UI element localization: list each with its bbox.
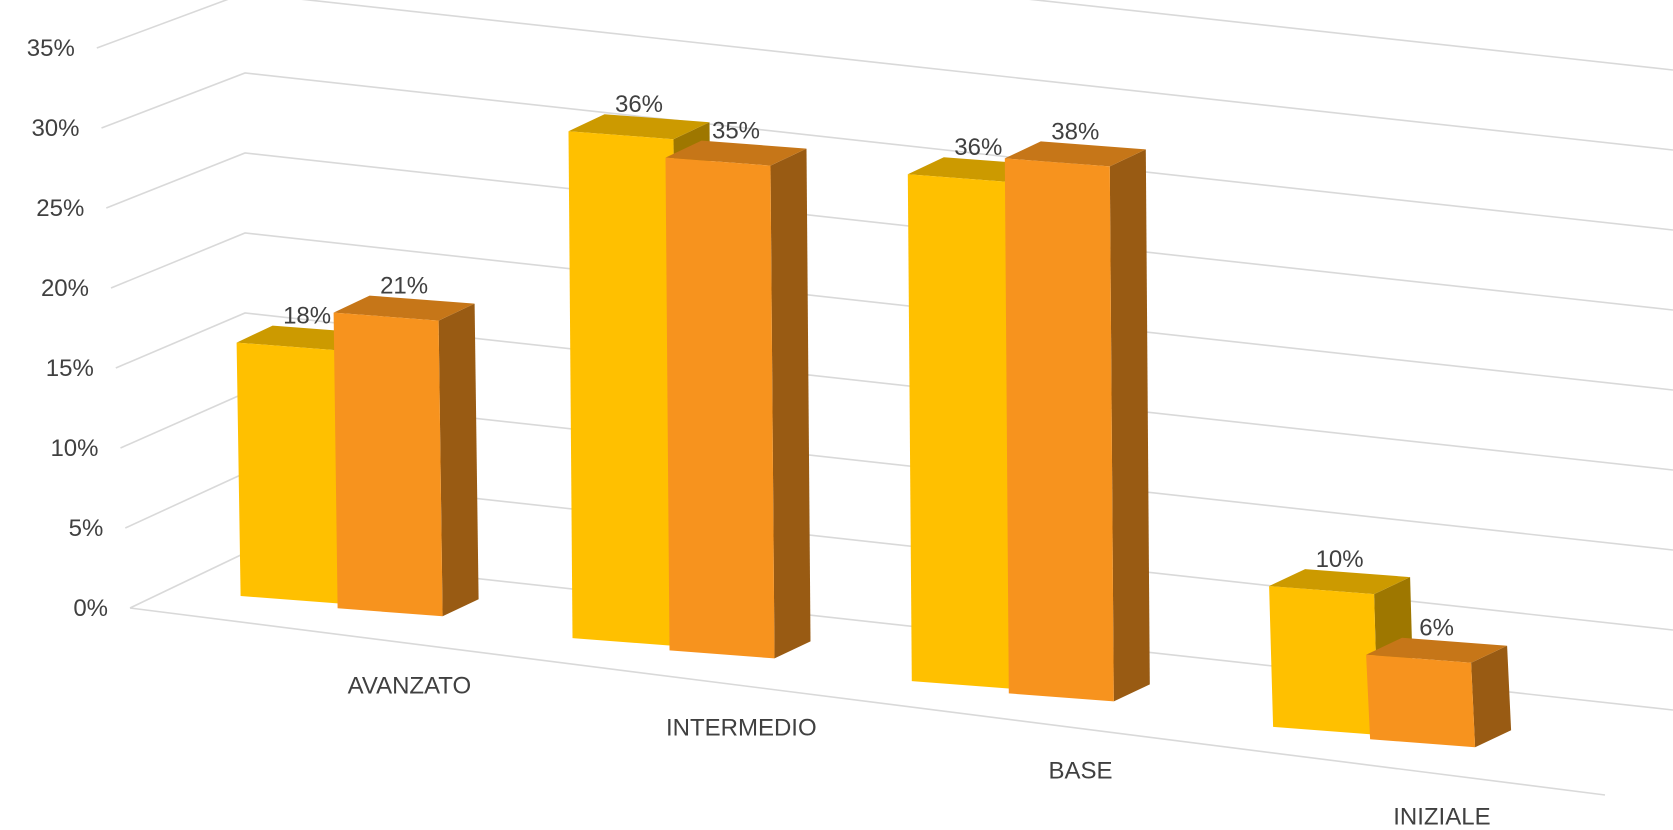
- bar-3d: [1366, 637, 1512, 748]
- data-labels: 18% 21% 36% 35% 36% 38% 10% 6%: [283, 91, 1454, 642]
- bar: [1366, 654, 1476, 748]
- gridline: [1028, 0, 1673, 71]
- y-tick-label: 10%: [50, 435, 98, 462]
- y-tick-label: 0%: [73, 595, 108, 622]
- data-label: 36%: [615, 91, 663, 118]
- data-label: 6%: [1419, 615, 1454, 642]
- category-labels: AVANZATO INTERMEDIO BASE INIZIALE: [348, 672, 1491, 830]
- data-label: 36%: [954, 134, 1002, 161]
- bar: [1004, 158, 1114, 702]
- bar-top: [333, 295, 475, 321]
- bar-side: [770, 148, 811, 659]
- y-tick-label: 35%: [27, 35, 75, 62]
- bar-top: [1269, 569, 1411, 595]
- bar-top: [568, 114, 710, 140]
- category-label: AVANZATO: [348, 672, 472, 699]
- gridline: [96, 0, 1673, 151]
- gridline: [110, 232, 1673, 391]
- data-label: 38%: [1051, 118, 1099, 145]
- bar-top: [665, 140, 807, 166]
- grid-lines: [96, 0, 1673, 796]
- bar: [907, 174, 1017, 690]
- category-label: BASE: [1048, 758, 1112, 785]
- data-label: 18%: [283, 303, 331, 330]
- bar-3d: [1004, 141, 1150, 702]
- bar-top: [1004, 141, 1146, 167]
- bar-3d: [333, 295, 479, 617]
- y-tick-label: 30%: [31, 115, 79, 142]
- bar-3d: [665, 140, 811, 659]
- bars: [236, 114, 1512, 748]
- bar-top: [1366, 637, 1508, 663]
- bar: [568, 131, 678, 647]
- bar: [1269, 586, 1379, 735]
- gridline: [115, 312, 1673, 471]
- y-axis-ticks: 0%5%10%15%20%25%30%35%40%: [27, 35, 108, 622]
- bar: [665, 157, 775, 659]
- data-label: 21%: [380, 273, 428, 300]
- y-tick-label: 25%: [36, 195, 84, 222]
- y-tick-label: 20%: [41, 275, 89, 302]
- bar: [333, 312, 443, 617]
- bar-side: [438, 303, 479, 617]
- bar-side: [1109, 149, 1150, 702]
- y-tick-label: 5%: [69, 515, 104, 542]
- gridline: [101, 72, 1673, 231]
- data-label: 35%: [712, 118, 760, 145]
- category-label: INTERMEDIO: [666, 715, 817, 742]
- y-tick-label: 15%: [46, 355, 94, 382]
- bar: [236, 342, 346, 604]
- category-label: INIZIALE: [1393, 803, 1490, 830]
- bar-side: [1471, 645, 1512, 748]
- gridline: [106, 152, 1673, 311]
- data-label: 10%: [1316, 546, 1364, 573]
- floor-edge: [129, 607, 1606, 796]
